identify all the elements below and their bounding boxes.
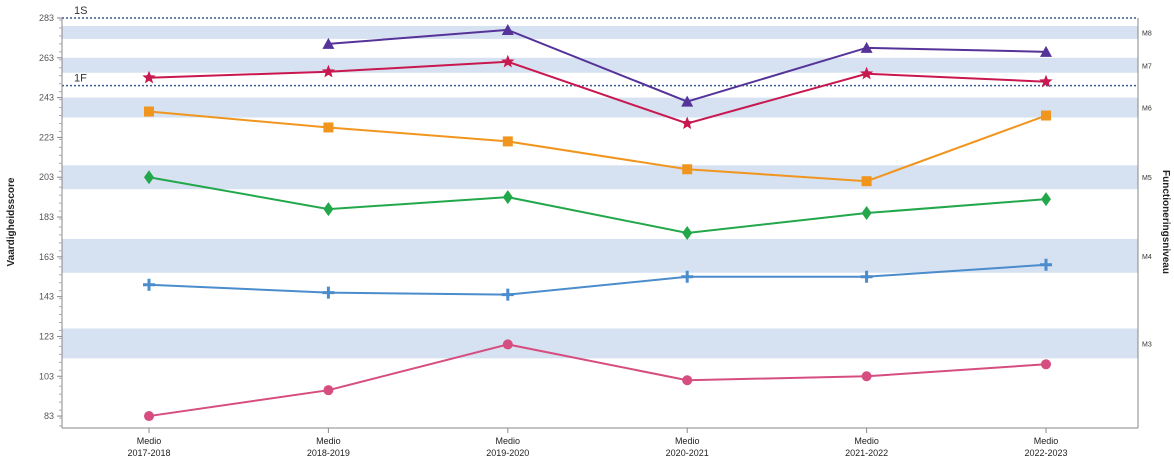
series-circle-point bbox=[682, 375, 693, 386]
series-square bbox=[144, 106, 1051, 187]
x-tick-label: Medio 2021-2022 bbox=[845, 436, 888, 458]
series-square-point bbox=[323, 122, 334, 133]
y-tick-label: 203 bbox=[39, 172, 54, 182]
series-star-point bbox=[1039, 74, 1053, 88]
band-label-m7: M7 bbox=[1142, 63, 1152, 70]
series-plus-point bbox=[860, 270, 873, 283]
y-tick-label: 163 bbox=[39, 252, 54, 262]
band-label-m4: M4 bbox=[1142, 254, 1152, 261]
y-tick-label: 103 bbox=[39, 371, 54, 381]
series-triangle-point bbox=[681, 95, 694, 107]
band-label-m3: M3 bbox=[1142, 341, 1152, 348]
series-star-point bbox=[142, 70, 156, 84]
x-tick-label: Medio 2017-2018 bbox=[127, 436, 170, 458]
series-triangle-point bbox=[1040, 45, 1052, 57]
band-m6 bbox=[62, 97, 1138, 118]
axes-layer bbox=[61, 18, 1139, 429]
series-square-point bbox=[682, 164, 693, 175]
y-tick-label: 223 bbox=[39, 132, 54, 142]
series-star-point bbox=[321, 64, 336, 78]
series-triangle-point bbox=[860, 41, 873, 53]
x-tick-label: Medio 2022-2023 bbox=[1024, 436, 1067, 458]
y-tick-label: 123 bbox=[39, 331, 54, 341]
series-circle-point bbox=[1041, 359, 1051, 370]
series-diamond-point bbox=[502, 190, 513, 205]
series-plus-point bbox=[1040, 258, 1052, 271]
x-tick-layer: Medio 2017-2018 Medio 2018-2019 Medio 2019-20… bbox=[127, 428, 1068, 458]
series-triangle bbox=[322, 23, 1052, 107]
band-m4 bbox=[62, 238, 1138, 273]
y-tick-label: 143 bbox=[39, 292, 54, 302]
series-star-point bbox=[501, 54, 515, 68]
series-plus bbox=[143, 258, 1052, 301]
series-plus-point bbox=[501, 288, 514, 301]
band-layer: M8 M7 M6 M5 M4 M3 bbox=[62, 25, 1152, 359]
y-tick-label: 183 bbox=[39, 212, 54, 222]
series-star-point bbox=[680, 116, 694, 130]
series-diamond-point bbox=[144, 170, 154, 185]
band-m8 bbox=[62, 25, 1138, 39]
reference-line-layer: 1S 1F bbox=[62, 5, 1138, 87]
series-circle-point bbox=[861, 371, 872, 382]
x-tick-label: Medio 2018-2019 bbox=[307, 436, 350, 458]
series-diamond-point bbox=[1041, 192, 1051, 207]
series-square-point bbox=[861, 176, 872, 187]
y-tick-label: 83 bbox=[44, 411, 54, 421]
series-star-point bbox=[859, 66, 874, 80]
series-square-line bbox=[148, 110, 1047, 183]
series-square-point bbox=[144, 106, 154, 117]
series-diamond-point bbox=[323, 202, 334, 217]
x-tick-label: Medio 2019-2020 bbox=[486, 436, 529, 458]
series-layer bbox=[142, 23, 1053, 422]
series-diamond bbox=[144, 170, 1051, 240]
band-label-m6: M6 bbox=[1142, 106, 1152, 113]
reference-label-1s: 1S bbox=[74, 5, 87, 17]
reference-label-1f: 1F bbox=[74, 73, 87, 85]
band-label-m8: M8 bbox=[1142, 30, 1152, 37]
series-plus-point bbox=[681, 270, 694, 283]
series-circle bbox=[144, 339, 1051, 422]
band-m3 bbox=[62, 328, 1138, 359]
series-square-point bbox=[502, 136, 513, 147]
y-axis-title: Vaardigheidsscore bbox=[6, 177, 17, 266]
series-diamond-point bbox=[682, 225, 693, 240]
y-tick-label: 263 bbox=[39, 53, 54, 63]
y-tick-label: 243 bbox=[39, 93, 54, 103]
y-tick-label: 283 bbox=[39, 13, 54, 23]
band-m7 bbox=[62, 57, 1138, 73]
series-square-point bbox=[1041, 110, 1051, 121]
series-circle-point bbox=[323, 385, 334, 396]
band-m5 bbox=[62, 165, 1138, 190]
series-diamond-point bbox=[861, 206, 872, 221]
series-plus-line bbox=[148, 263, 1047, 296]
series-circle-line bbox=[148, 343, 1047, 418]
series-circle-point bbox=[502, 339, 513, 350]
series-star-line bbox=[148, 60, 1047, 125]
y2-axis-title: Functioneringsniveau bbox=[1160, 170, 1171, 274]
series-triangle-point bbox=[501, 23, 514, 35]
series-star bbox=[142, 54, 1053, 130]
y-tick-layer: 83 103 123 143 163 183 203 223 243 263 283 bbox=[39, 13, 62, 427]
series-diamond-line bbox=[148, 176, 1047, 234]
series-circle-point bbox=[144, 411, 154, 422]
series-triangle-point bbox=[322, 37, 335, 49]
x-tick-label: Medio 2020-2021 bbox=[666, 436, 709, 458]
band-label-m5: M5 bbox=[1142, 175, 1152, 182]
series-plus-point bbox=[322, 286, 335, 299]
series-plus-point bbox=[143, 278, 155, 291]
